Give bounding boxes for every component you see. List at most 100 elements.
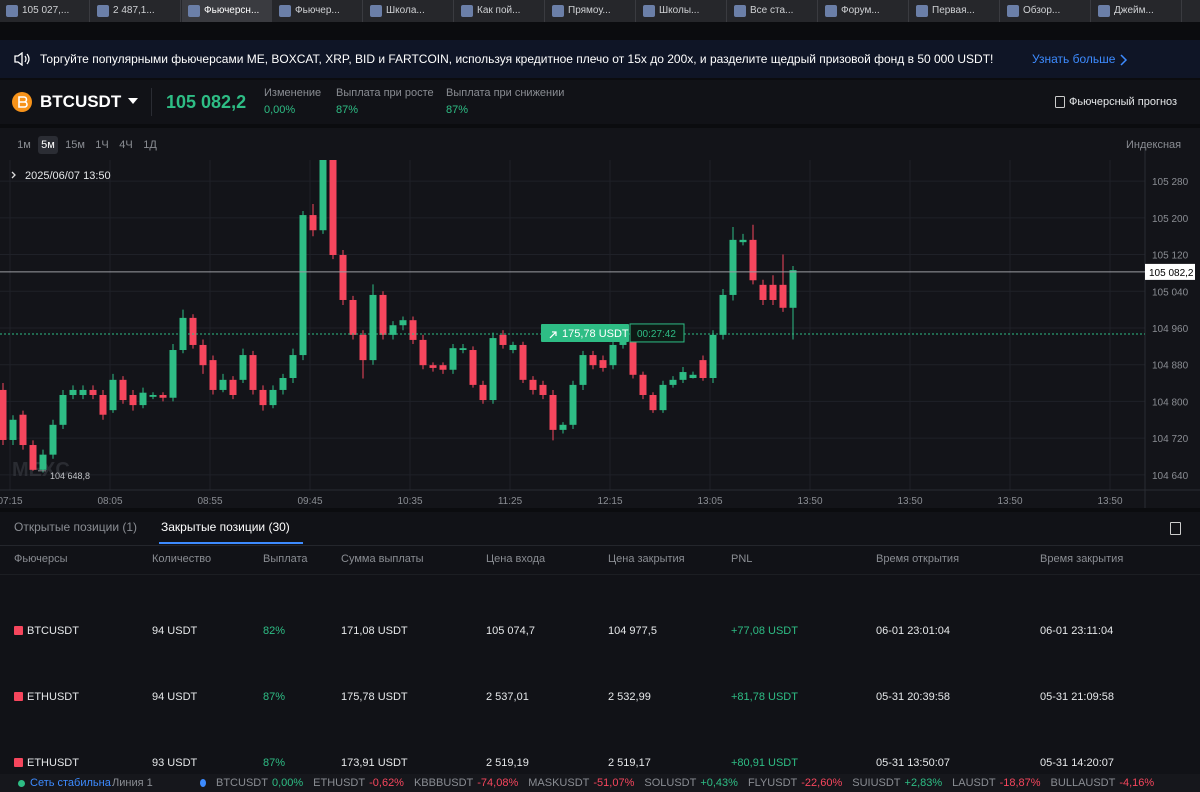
table-cell: 05-31 14:20:07 (1040, 757, 1115, 769)
candle-body (229, 379, 237, 395)
candle-body (99, 394, 107, 415)
price-type[interactable]: Индексная (1126, 139, 1182, 151)
positions-tab[interactable]: Открытые позиции (1) (14, 520, 138, 534)
tab-icon (370, 5, 382, 17)
status-change: -4,16% (1119, 777, 1155, 789)
candle-body (169, 350, 177, 398)
column-header: Количество (152, 553, 212, 565)
candle-body (179, 317, 187, 351)
expand-chevron (11, 171, 16, 179)
stat-label: Выплата при росте (336, 87, 434, 99)
divider (0, 545, 1200, 546)
y-tick-label: 105 120 (1152, 251, 1189, 262)
x-tick-label: 09:45 (297, 496, 322, 507)
status-change: +2,83% (904, 777, 943, 789)
candle-body (429, 365, 437, 368)
candle-body (139, 392, 147, 406)
tab-icon (188, 5, 200, 17)
x-tick-label: 08:05 (97, 496, 122, 507)
status-symbol[interactable]: ETHUSDT (313, 777, 366, 789)
status-symbol[interactable]: FLYUSDT (747, 777, 798, 789)
symbol[interactable]: BTCUSDT (40, 92, 122, 111)
table-cell: 06-01 23:11:04 (1040, 625, 1114, 637)
column-header: Сумма выплаты (341, 553, 424, 565)
column-header: Фьючерсы (14, 553, 68, 565)
coin-icon (12, 92, 32, 112)
timeframe-button[interactable]: 1Ч (95, 139, 109, 151)
export-icon[interactable] (1170, 522, 1181, 535)
browser-tab[interactable]: Джейм... (1092, 0, 1182, 22)
candle-body (789, 270, 797, 308)
status-change: +0,43% (700, 777, 738, 789)
price-badge (1145, 263, 1195, 280)
status-symbol[interactable]: BULLAUSDT (1050, 777, 1116, 789)
status-symbol[interactable]: LAUSDT (952, 777, 996, 789)
browser-tab[interactable]: Все ста... (728, 0, 818, 22)
direction-icon (14, 626, 23, 635)
status-bar: Сеть стабильна Линия 1 BTCUSDT 0,00% ETHUSDT… (0, 774, 1200, 792)
chevron (1120, 54, 1128, 66)
status-symbol[interactable]: SOLUSDT (644, 777, 697, 789)
tab-title: Джейм... (1114, 5, 1154, 16)
candle-body (159, 394, 167, 398)
browser-tab[interactable]: Прямоу... (546, 0, 636, 22)
browser-tab[interactable]: Форум... (819, 0, 909, 22)
tab-title: Первая... (932, 5, 975, 16)
browser-tab[interactable]: Школы... (637, 0, 727, 22)
tab-icon (461, 5, 473, 17)
candle-body (679, 372, 687, 380)
browser-tab[interactable]: Первая... (910, 0, 1000, 22)
timeframe-button[interactable]: 4Ч (119, 139, 133, 151)
candle-body (289, 355, 297, 379)
positions-tab[interactable]: Закрытые позиции (30) (161, 520, 290, 534)
status-symbol[interactable]: BTCUSDT (216, 777, 268, 789)
candle-body (359, 334, 367, 361)
table-cell: 87% (263, 757, 286, 769)
candle-body (659, 384, 667, 411)
candle-body (549, 394, 557, 430)
browser-tab[interactable]: Как пой... (455, 0, 545, 22)
browser-tab[interactable]: Школа... (364, 0, 454, 22)
tab-icon (1098, 5, 1110, 17)
stat-value: 0,00% (264, 104, 296, 116)
last-price: 105 082,2 (166, 92, 247, 112)
status-change: -51,07% (593, 777, 635, 789)
candle-body (339, 255, 347, 300)
tab-title: Школы... (659, 5, 700, 16)
candle-body (329, 160, 337, 256)
browser-tab[interactable]: Фьючерсн... (182, 0, 272, 22)
candle-body (699, 360, 707, 379)
candle-body (569, 384, 577, 425)
tab-icon (552, 5, 564, 17)
status-symbol[interactable]: MASKUSDT (528, 777, 590, 789)
candle-body (219, 379, 227, 390)
timeframe-button[interactable]: 15м (65, 139, 85, 151)
stat-value: 87% (446, 104, 469, 116)
tab-icon (1007, 5, 1019, 17)
candle-body (639, 374, 647, 395)
browser-tab[interactable]: Фьючер... (273, 0, 363, 22)
candle-body (719, 294, 727, 335)
candle-body (269, 389, 277, 406)
table-cell: 2 519,17 (608, 757, 651, 769)
timeframe-button[interactable]: 5м (38, 136, 58, 154)
browser-tab[interactable]: 105 027,... (0, 0, 90, 22)
tab-title: Прямоу... (568, 5, 611, 16)
forecast-link[interactable]: Фьючерсный прогноз (1069, 96, 1178, 108)
candle-body (489, 338, 497, 401)
y-tick-label: 105 280 (1152, 177, 1189, 188)
candle-body (9, 419, 17, 440)
banner-link[interactable]: Узнать больше (1032, 52, 1116, 66)
line-select[interactable]: Линия 1 (112, 777, 153, 789)
banner-text: Торгуйте популярными фьючерсами ME, BOXC… (40, 52, 994, 66)
candle-body (409, 320, 417, 340)
browser-tab[interactable]: 2 487,1... (91, 0, 181, 22)
browser-tab[interactable]: Обзор... (1001, 0, 1091, 22)
candle-body (759, 284, 767, 300)
status-symbol[interactable]: SUIUSDT (852, 777, 901, 789)
candle-body (29, 445, 37, 470)
timeframe-button[interactable]: 1м (17, 139, 31, 151)
timeframe-button[interactable]: 1Д (143, 139, 157, 151)
status-symbol[interactable]: KBBBUSDT (413, 777, 474, 789)
table-cell: 06-01 23:01:04 (876, 625, 951, 637)
